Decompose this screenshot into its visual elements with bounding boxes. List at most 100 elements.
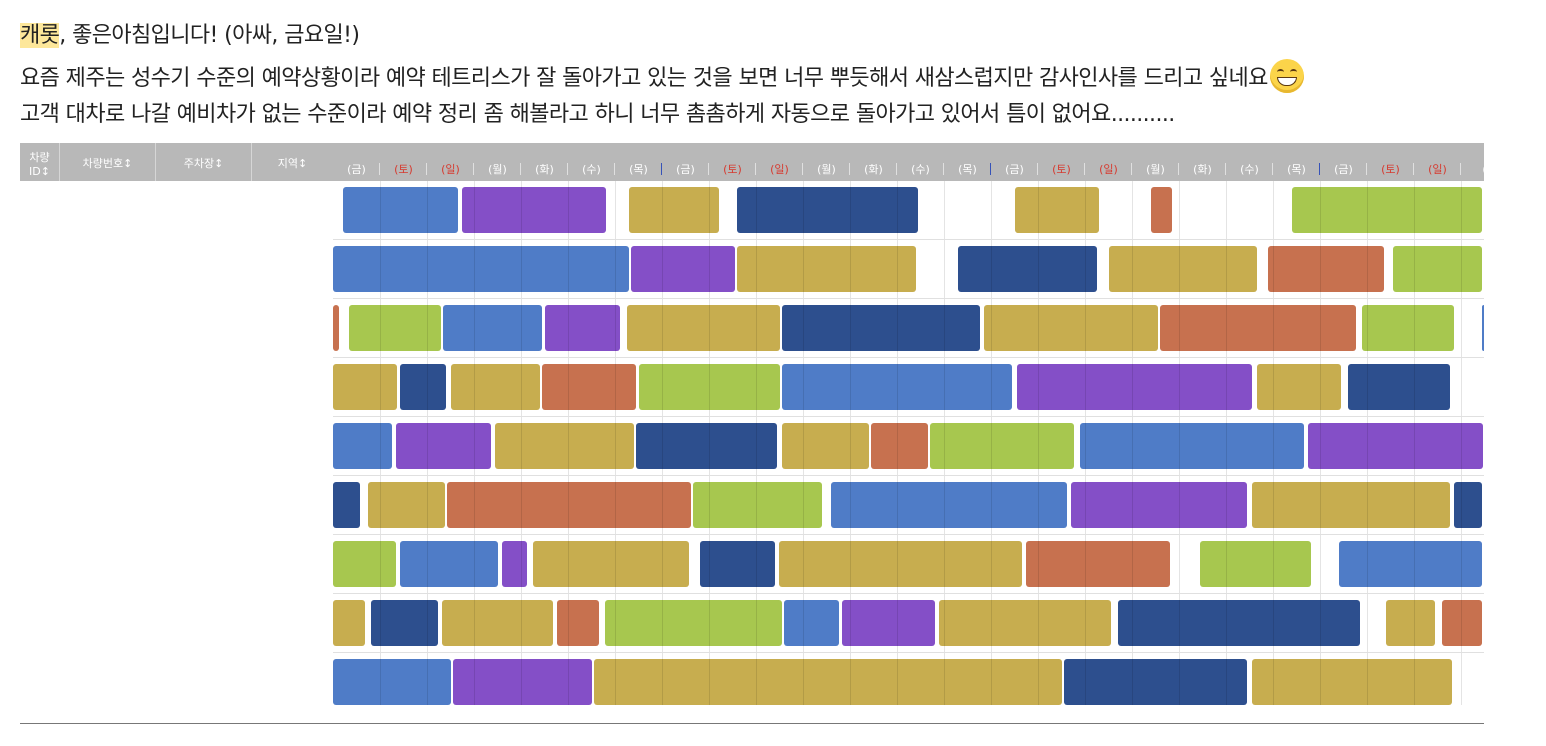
reservation-bar[interactable] xyxy=(784,600,839,646)
reservation-bar[interactable] xyxy=(333,305,340,351)
reservation-bar[interactable] xyxy=(1442,600,1483,646)
reservation-bar[interactable] xyxy=(462,187,606,233)
reservation-bar[interactable] xyxy=(1362,305,1455,351)
reservation-bar[interactable] xyxy=(1160,305,1356,351)
reservation-bar[interactable] xyxy=(1080,423,1304,469)
reservation-bar[interactable] xyxy=(1070,482,1248,528)
reservation-bar[interactable] xyxy=(333,659,451,705)
reservation-bar[interactable] xyxy=(636,423,778,469)
reservation-bar[interactable] xyxy=(958,246,1098,292)
message-line-1: 캐롯, 좋은아침입니다! (아싸, 금요일!) xyxy=(20,21,360,51)
reservation-bar[interactable] xyxy=(1268,246,1384,292)
reservation-bar[interactable] xyxy=(370,600,439,646)
reservation-bar[interactable] xyxy=(1200,541,1311,587)
reservation-bar[interactable] xyxy=(1338,541,1483,587)
reservation-bar[interactable] xyxy=(1117,600,1361,646)
reservation-bar[interactable] xyxy=(1482,305,1484,351)
day-label: (화) xyxy=(1193,163,1212,176)
reservation-bar[interactable] xyxy=(452,659,592,705)
day-label: (토) xyxy=(1381,163,1400,176)
reservation-bar[interactable] xyxy=(446,482,691,528)
reservation-bar[interactable] xyxy=(333,246,630,292)
reservation-bar[interactable] xyxy=(626,305,780,351)
reservation-bar[interactable] xyxy=(333,364,397,410)
reservation-bar[interactable] xyxy=(781,364,1013,410)
column-header-vehicle-id-line1: 차량 xyxy=(29,151,50,164)
reservation-bar[interactable] xyxy=(1256,364,1342,410)
reservation-bar[interactable] xyxy=(781,423,870,469)
reservation-schedule-screenshot: 차량 ID↕ 차량번호↕ 주차장↕ 지역↕ (금) (토) (일) (월) (화) (수)… xyxy=(20,143,1484,705)
reservation-bar[interactable] xyxy=(502,541,528,587)
reservation-bar[interactable] xyxy=(368,482,445,528)
thanks-text: 요즘 제주는 성수기 수준의 예약상황이라 예약 테트리스가 잘 돌아가고 있는… xyxy=(20,66,1268,91)
reservation-bar[interactable] xyxy=(556,600,599,646)
day-separator xyxy=(1084,163,1085,175)
column-header-region[interactable]: 지역↕ xyxy=(252,143,333,181)
reservation-bar[interactable] xyxy=(333,482,361,528)
reservation-bar[interactable] xyxy=(593,659,1062,705)
reservation-bar[interactable] xyxy=(395,423,491,469)
reservation-bar[interactable] xyxy=(1251,482,1450,528)
reservation-bar[interactable] xyxy=(333,423,393,469)
reservation-bar[interactable] xyxy=(442,600,553,646)
reservation-bar[interactable] xyxy=(1308,423,1483,469)
reservation-bar[interactable] xyxy=(544,305,621,351)
reservation-bar[interactable] xyxy=(604,600,783,646)
reservation-bar[interactable] xyxy=(781,305,980,351)
reservation-bar[interactable] xyxy=(629,187,719,233)
reservation-bar[interactable] xyxy=(532,541,690,587)
reservation-bar[interactable] xyxy=(495,423,635,469)
day-separator xyxy=(567,163,568,175)
reservation-bar[interactable] xyxy=(1016,364,1253,410)
reservation-bar[interactable] xyxy=(871,423,928,469)
reservation-bar[interactable] xyxy=(443,305,543,351)
day-separator xyxy=(1319,163,1320,175)
message-line-3: 고객 대차로 나갈 예비차가 없는 수준이라 예약 정리 좀 해볼라고 하니 너… xyxy=(20,100,1175,130)
row-gridline xyxy=(333,416,1484,417)
reservation-bar[interactable] xyxy=(737,187,919,233)
reservation-bar[interactable] xyxy=(1063,659,1248,705)
reservation-bar[interactable] xyxy=(841,600,935,646)
reservation-bar[interactable] xyxy=(1385,600,1436,646)
column-header-parking-lot[interactable]: 주차장↕ xyxy=(156,143,252,181)
schedule-grid xyxy=(333,181,1484,705)
row-gridline xyxy=(333,239,1484,240)
reservation-bar[interactable] xyxy=(1392,246,1483,292)
complaint-text: 고객 대차로 나갈 예비차가 없는 수준이라 예약 정리 좀 해볼라고 하니 너… xyxy=(20,102,1175,127)
reservation-bar[interactable] xyxy=(1251,659,1452,705)
reservation-bar[interactable] xyxy=(1026,541,1170,587)
day-separator xyxy=(1366,163,1367,175)
reservation-bar[interactable] xyxy=(542,364,637,410)
reservation-bar[interactable] xyxy=(1348,364,1450,410)
reservation-bar[interactable] xyxy=(1150,187,1173,233)
reservation-bar[interactable] xyxy=(343,187,458,233)
reservation-bar[interactable] xyxy=(399,541,498,587)
reservation-bar[interactable] xyxy=(348,305,442,351)
column-header-plate-number-label: 차량번호↕ xyxy=(82,157,133,170)
reservation-bar[interactable] xyxy=(1453,482,1483,528)
reservation-bar[interactable] xyxy=(939,600,1112,646)
reservation-bar[interactable] xyxy=(831,482,1067,528)
reservation-bar[interactable] xyxy=(983,305,1159,351)
reservation-bar[interactable] xyxy=(399,364,447,410)
day-label: (일) xyxy=(1099,163,1118,176)
reservation-bar[interactable] xyxy=(1291,187,1483,233)
day-label: (월) xyxy=(488,163,507,176)
reservation-bar[interactable] xyxy=(692,482,823,528)
reservation-bar[interactable] xyxy=(631,246,736,292)
reservation-bar[interactable] xyxy=(699,541,776,587)
day-separator xyxy=(614,163,615,175)
reservation-bar[interactable] xyxy=(1014,187,1100,233)
day-label: (일) xyxy=(770,163,789,176)
reservation-bar[interactable] xyxy=(333,600,365,646)
column-header-vehicle-id[interactable]: 차량 ID↕ xyxy=(20,143,60,181)
day-label: (일) xyxy=(441,163,460,176)
reservation-bar[interactable] xyxy=(1108,246,1257,292)
reservation-bar[interactable] xyxy=(737,246,917,292)
reservation-bar[interactable] xyxy=(450,364,541,410)
reservation-bar[interactable] xyxy=(333,541,396,587)
column-header-plate-number[interactable]: 차량번호↕ xyxy=(60,143,156,181)
reservation-bar[interactable] xyxy=(638,364,780,410)
reservation-bar[interactable] xyxy=(778,541,1022,587)
reservation-bar[interactable] xyxy=(929,423,1074,469)
